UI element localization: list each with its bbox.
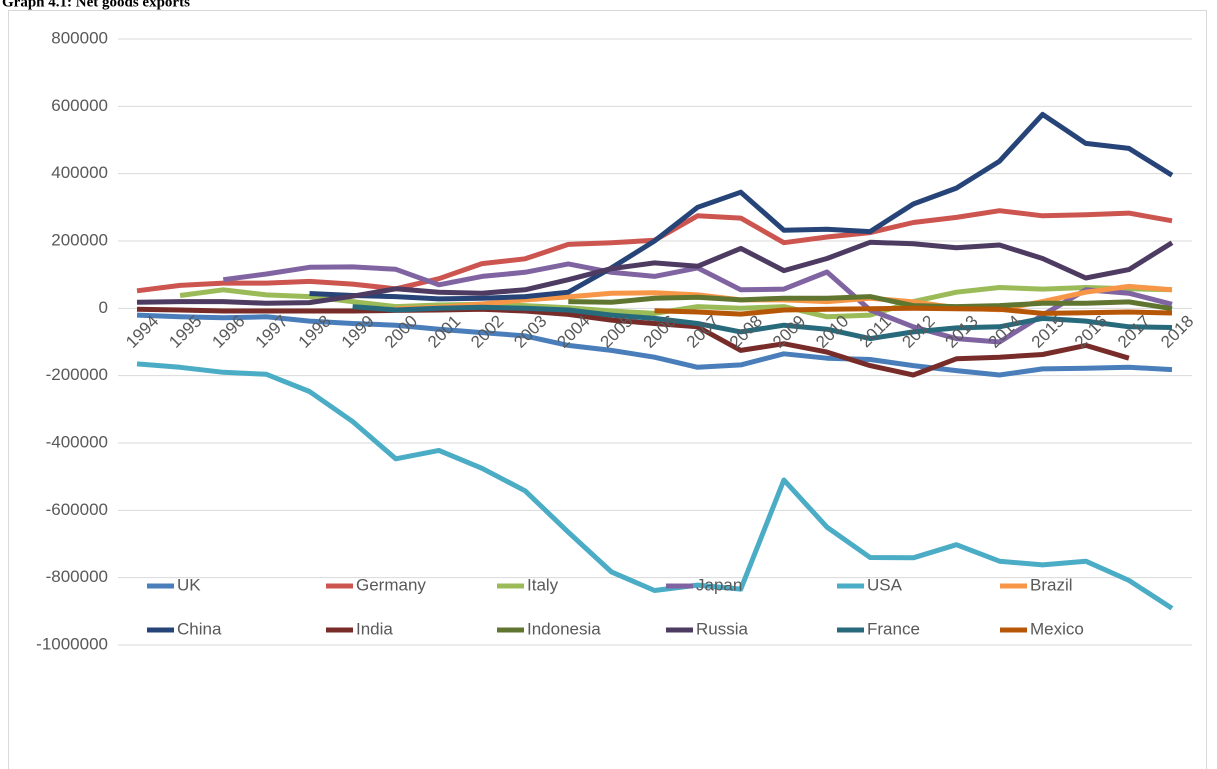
legend-label: Mexico	[1030, 619, 1084, 638]
legend-label: USA	[867, 575, 903, 594]
legend-label: India	[356, 619, 393, 638]
series-line	[136, 312, 1173, 378]
x-tick-label: 2017	[1114, 312, 1154, 352]
legend-label: Russia	[696, 619, 749, 638]
legend-label: China	[177, 619, 222, 638]
series-line	[352, 304, 1173, 342]
chart-border	[8, 10, 1207, 769]
y-tick-label: 800000	[51, 28, 108, 47]
series-line	[136, 306, 1130, 378]
y-tick-label: -600000	[46, 500, 108, 519]
y-tick-label: 600000	[51, 96, 108, 115]
series-line	[309, 111, 1174, 302]
y-tick-label: 0	[99, 298, 108, 317]
x-tick-label: 1999	[338, 312, 378, 352]
series-line	[568, 294, 1173, 312]
series-line	[654, 305, 1173, 317]
chart-title: Graph 4.1: Net goods exports	[2, 0, 190, 10]
y-tick-label: -1000000	[36, 634, 108, 653]
y-tick-label: 400000	[51, 163, 108, 182]
legend-label: Indonesia	[527, 619, 601, 638]
y-tick-label: -400000	[46, 432, 108, 451]
x-tick-label: 2013	[942, 312, 982, 352]
x-tick-label: 2003	[510, 312, 550, 352]
x-tick-label: 1998	[295, 312, 335, 352]
y-tick-label: 200000	[51, 230, 108, 249]
legend-label: Italy	[527, 575, 559, 594]
x-tick-label: 2007	[683, 312, 723, 352]
legend-label: Japan	[696, 575, 742, 594]
legend-label: Germany	[356, 575, 426, 594]
y-tick-label: -800000	[46, 567, 108, 586]
x-tick-label: 2000	[381, 312, 421, 352]
legend-label: Brazil	[1030, 575, 1073, 594]
series-line	[136, 361, 1174, 611]
x-tick-label: 2018	[1157, 312, 1197, 352]
legend-label: France	[867, 619, 920, 638]
legend-label: UK	[177, 575, 201, 594]
series-line	[136, 239, 1174, 306]
y-tick-label: -200000	[46, 365, 108, 384]
